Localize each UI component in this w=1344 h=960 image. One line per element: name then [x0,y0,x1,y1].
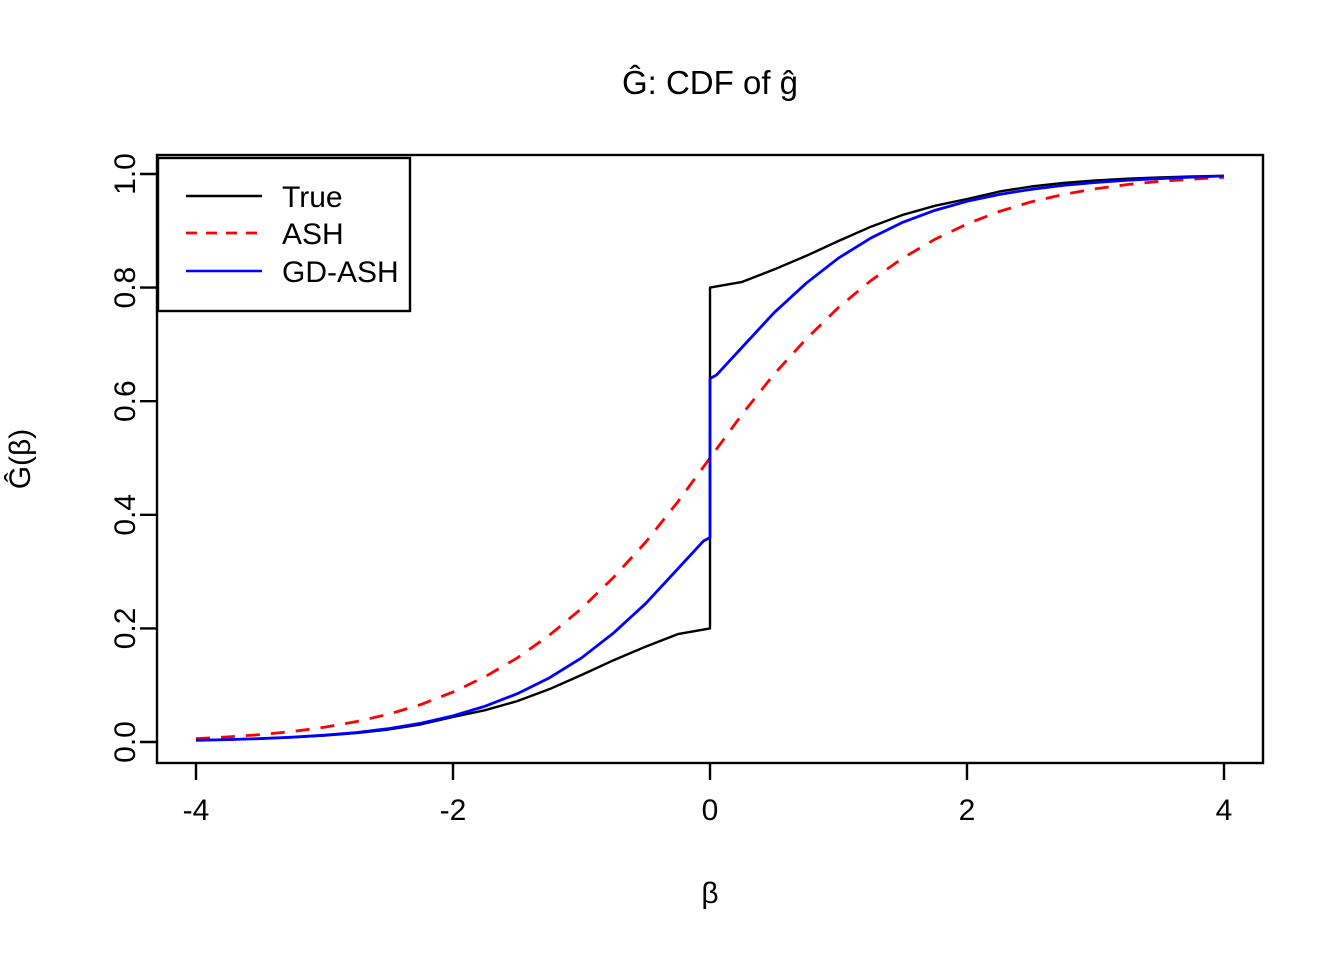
y-tick-label: 0.2 [109,608,142,650]
x-tick-label: 0 [702,794,719,827]
x-tick-label: 4 [1216,794,1233,827]
y-tick-label: 0.6 [109,380,142,422]
series-path-ash [195,176,1225,740]
x-tick-label: -2 [440,794,467,827]
legend-label-ash: ASH [282,218,344,251]
legend-label-gd-ash: GD-ASH [282,256,399,289]
x-tick-label: 2 [959,794,976,827]
y-axis-title: Ĝ(β) [3,429,37,490]
x-tick-label: -4 [183,794,210,827]
y-tick-label: 0.0 [109,721,142,763]
data-series-group [195,174,1225,742]
chart-legend[interactable]: True ASH GD-ASH [156,156,412,313]
y-tick-label: 1.0 [109,153,142,195]
x-axis-ticks: -4 -2 0 2 4 [183,763,1233,827]
legend-label-true: True [282,181,343,214]
chart-title: Ĝ: CDF of ĝ [622,64,798,101]
legend-box [156,156,412,313]
series-path-gd-ash [195,174,1225,742]
y-tick-label: 0.4 [109,494,142,536]
y-axis-ticks: 0.0 0.2 0.4 0.6 0.8 1.0 [109,153,157,763]
x-axis-title: β [701,877,718,910]
legend-items: True ASH GD-ASH [186,181,399,289]
y-tick-label: 0.8 [109,267,142,309]
